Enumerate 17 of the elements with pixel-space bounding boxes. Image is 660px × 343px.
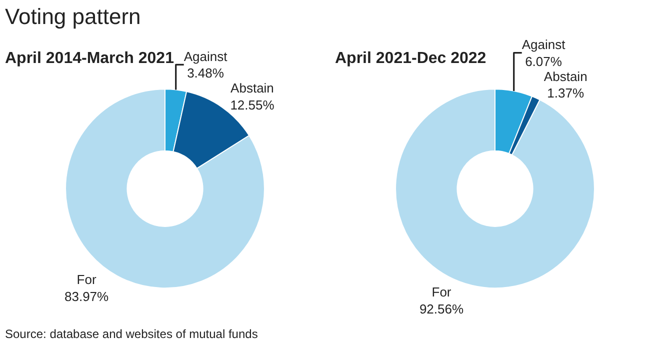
slice-label: Against xyxy=(522,36,566,52)
slice-label: For xyxy=(432,284,452,300)
slice-label: Abstain xyxy=(544,68,588,84)
chart-subtitle: April 2014-March 2021 xyxy=(5,50,174,67)
data-label: 92.56% xyxy=(419,301,464,316)
data-label: 12.55% xyxy=(230,98,275,113)
data-label: 83.97% xyxy=(64,288,110,304)
data-label: 1.37% xyxy=(547,86,584,101)
data-label: 3.48% xyxy=(187,66,224,81)
slice-label: For xyxy=(76,272,97,288)
slice-label: Abstain xyxy=(230,80,274,96)
data-label: 6.07% xyxy=(525,54,562,69)
source-note: Source: database and websites of mutual funds xyxy=(5,327,258,341)
slice-label: Against xyxy=(184,48,228,64)
donut-slice xyxy=(395,88,595,289)
chart-title: Voting pattern xyxy=(5,4,141,29)
text: April 2021-Dec 2022 xyxy=(335,50,486,67)
